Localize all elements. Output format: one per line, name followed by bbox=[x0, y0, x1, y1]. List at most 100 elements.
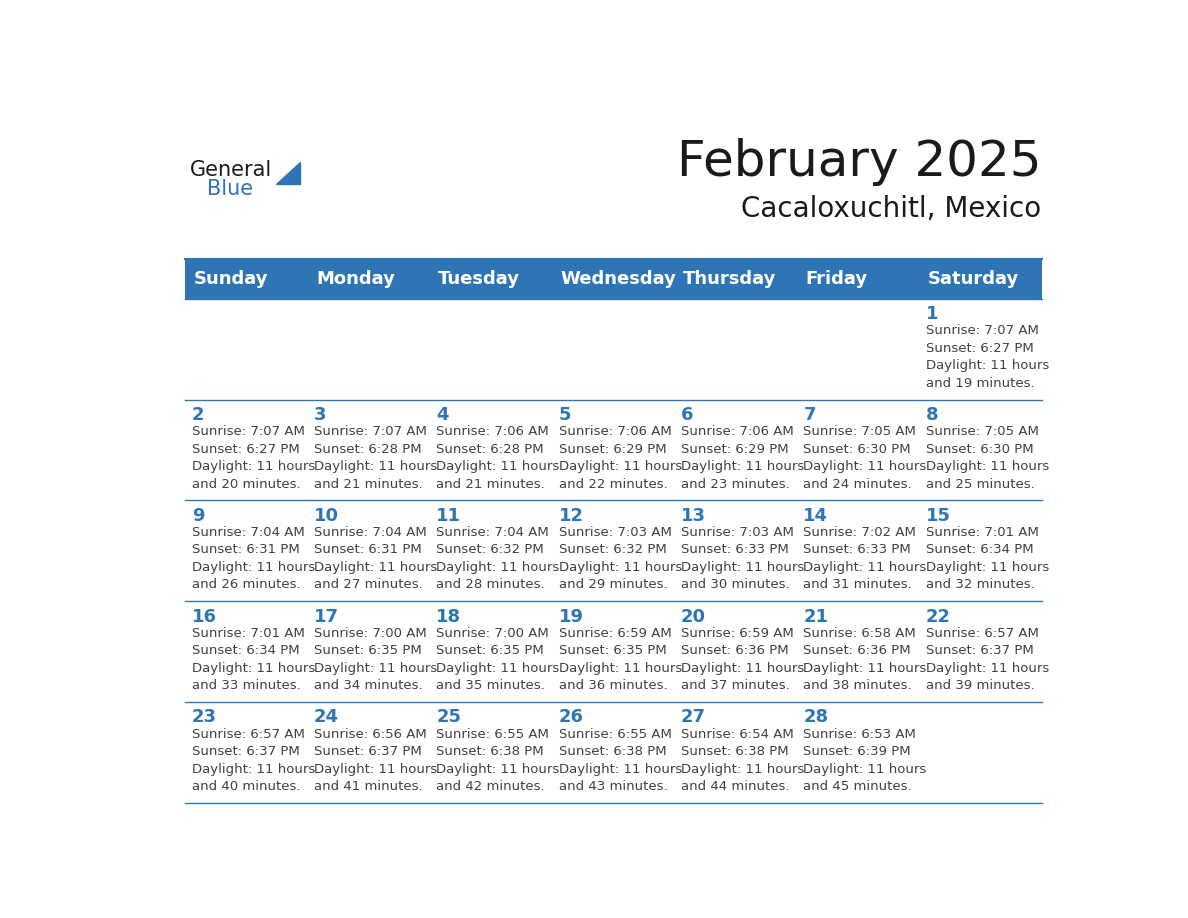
Text: 19: 19 bbox=[558, 608, 583, 626]
Text: 21: 21 bbox=[803, 608, 828, 626]
Text: Sunrise: 6:54 AM
Sunset: 6:38 PM
Daylight: 11 hours
and 44 minutes.: Sunrise: 6:54 AM Sunset: 6:38 PM Dayligh… bbox=[681, 728, 804, 793]
Text: Sunrise: 7:07 AM
Sunset: 6:27 PM
Daylight: 11 hours
and 20 minutes.: Sunrise: 7:07 AM Sunset: 6:27 PM Dayligh… bbox=[191, 425, 315, 490]
Bar bbox=[797, 500, 920, 601]
Bar bbox=[430, 500, 552, 601]
Text: Sunrise: 6:59 AM
Sunset: 6:35 PM
Daylight: 11 hours
and 36 minutes.: Sunrise: 6:59 AM Sunset: 6:35 PM Dayligh… bbox=[558, 627, 682, 692]
Text: 8: 8 bbox=[925, 406, 939, 424]
Bar bbox=[552, 399, 675, 500]
Text: 7: 7 bbox=[803, 406, 816, 424]
Text: 3: 3 bbox=[314, 406, 327, 424]
Text: 12: 12 bbox=[558, 507, 583, 525]
Text: General: General bbox=[190, 160, 272, 180]
Text: 25: 25 bbox=[436, 709, 461, 726]
Text: Sunrise: 7:00 AM
Sunset: 6:35 PM
Daylight: 11 hours
and 34 minutes.: Sunrise: 7:00 AM Sunset: 6:35 PM Dayligh… bbox=[314, 627, 437, 692]
Bar bbox=[552, 601, 675, 702]
Bar bbox=[430, 399, 552, 500]
Bar bbox=[430, 702, 552, 803]
Text: Sunrise: 7:07 AM
Sunset: 6:27 PM
Daylight: 11 hours
and 19 minutes.: Sunrise: 7:07 AM Sunset: 6:27 PM Dayligh… bbox=[925, 324, 1049, 390]
Bar bbox=[185, 259, 1042, 299]
Bar bbox=[920, 399, 1042, 500]
Text: Sunrise: 7:00 AM
Sunset: 6:35 PM
Daylight: 11 hours
and 35 minutes.: Sunrise: 7:00 AM Sunset: 6:35 PM Dayligh… bbox=[436, 627, 560, 692]
Text: Sunrise: 7:03 AM
Sunset: 6:33 PM
Daylight: 11 hours
and 30 minutes.: Sunrise: 7:03 AM Sunset: 6:33 PM Dayligh… bbox=[681, 526, 804, 591]
Text: 26: 26 bbox=[558, 709, 583, 726]
Text: Sunrise: 7:06 AM
Sunset: 6:29 PM
Daylight: 11 hours
and 22 minutes.: Sunrise: 7:06 AM Sunset: 6:29 PM Dayligh… bbox=[558, 425, 682, 490]
Bar bbox=[920, 299, 1042, 399]
Text: Sunrise: 6:57 AM
Sunset: 6:37 PM
Daylight: 11 hours
and 39 minutes.: Sunrise: 6:57 AM Sunset: 6:37 PM Dayligh… bbox=[925, 627, 1049, 692]
Text: 28: 28 bbox=[803, 709, 828, 726]
Text: Sunrise: 7:06 AM
Sunset: 6:28 PM
Daylight: 11 hours
and 21 minutes.: Sunrise: 7:06 AM Sunset: 6:28 PM Dayligh… bbox=[436, 425, 560, 490]
Bar bbox=[552, 702, 675, 803]
Text: Blue: Blue bbox=[207, 179, 253, 199]
Text: Sunrise: 6:58 AM
Sunset: 6:36 PM
Daylight: 11 hours
and 38 minutes.: Sunrise: 6:58 AM Sunset: 6:36 PM Dayligh… bbox=[803, 627, 927, 692]
Bar bbox=[430, 299, 552, 399]
Text: 27: 27 bbox=[681, 709, 706, 726]
Text: Sunrise: 6:53 AM
Sunset: 6:39 PM
Daylight: 11 hours
and 45 minutes.: Sunrise: 6:53 AM Sunset: 6:39 PM Dayligh… bbox=[803, 728, 927, 793]
Bar bbox=[185, 702, 308, 803]
Text: 1: 1 bbox=[925, 306, 939, 323]
Bar bbox=[797, 399, 920, 500]
Text: 11: 11 bbox=[436, 507, 461, 525]
Text: Sunrise: 7:02 AM
Sunset: 6:33 PM
Daylight: 11 hours
and 31 minutes.: Sunrise: 7:02 AM Sunset: 6:33 PM Dayligh… bbox=[803, 526, 927, 591]
Text: 13: 13 bbox=[681, 507, 706, 525]
Text: Saturday: Saturday bbox=[928, 270, 1019, 287]
Text: Sunrise: 7:06 AM
Sunset: 6:29 PM
Daylight: 11 hours
and 23 minutes.: Sunrise: 7:06 AM Sunset: 6:29 PM Dayligh… bbox=[681, 425, 804, 490]
Text: 18: 18 bbox=[436, 608, 462, 626]
Text: 23: 23 bbox=[191, 709, 216, 726]
Bar bbox=[675, 500, 797, 601]
Text: Sunrise: 7:01 AM
Sunset: 6:34 PM
Daylight: 11 hours
and 33 minutes.: Sunrise: 7:01 AM Sunset: 6:34 PM Dayligh… bbox=[191, 627, 315, 692]
Text: 10: 10 bbox=[314, 507, 339, 525]
Polygon shape bbox=[277, 162, 301, 184]
Text: 15: 15 bbox=[925, 507, 950, 525]
Bar bbox=[797, 299, 920, 399]
Text: Sunrise: 6:55 AM
Sunset: 6:38 PM
Daylight: 11 hours
and 42 minutes.: Sunrise: 6:55 AM Sunset: 6:38 PM Dayligh… bbox=[436, 728, 560, 793]
Text: Sunday: Sunday bbox=[194, 270, 268, 287]
Text: Thursday: Thursday bbox=[683, 270, 776, 287]
Text: 9: 9 bbox=[191, 507, 204, 525]
Bar bbox=[920, 500, 1042, 601]
Text: Sunrise: 7:01 AM
Sunset: 6:34 PM
Daylight: 11 hours
and 32 minutes.: Sunrise: 7:01 AM Sunset: 6:34 PM Dayligh… bbox=[925, 526, 1049, 591]
Text: Sunrise: 6:55 AM
Sunset: 6:38 PM
Daylight: 11 hours
and 43 minutes.: Sunrise: 6:55 AM Sunset: 6:38 PM Dayligh… bbox=[558, 728, 682, 793]
Text: 17: 17 bbox=[314, 608, 339, 626]
Text: 5: 5 bbox=[558, 406, 571, 424]
Bar bbox=[675, 299, 797, 399]
Bar bbox=[797, 601, 920, 702]
Bar bbox=[308, 399, 430, 500]
Text: Sunrise: 7:04 AM
Sunset: 6:32 PM
Daylight: 11 hours
and 28 minutes.: Sunrise: 7:04 AM Sunset: 6:32 PM Dayligh… bbox=[436, 526, 560, 591]
Text: Sunrise: 7:03 AM
Sunset: 6:32 PM
Daylight: 11 hours
and 29 minutes.: Sunrise: 7:03 AM Sunset: 6:32 PM Dayligh… bbox=[558, 526, 682, 591]
Text: Wednesday: Wednesday bbox=[561, 270, 676, 287]
Text: Sunrise: 7:05 AM
Sunset: 6:30 PM
Daylight: 11 hours
and 25 minutes.: Sunrise: 7:05 AM Sunset: 6:30 PM Dayligh… bbox=[925, 425, 1049, 490]
Text: Sunrise: 7:05 AM
Sunset: 6:30 PM
Daylight: 11 hours
and 24 minutes.: Sunrise: 7:05 AM Sunset: 6:30 PM Dayligh… bbox=[803, 425, 927, 490]
Bar bbox=[308, 702, 430, 803]
Text: 6: 6 bbox=[681, 406, 694, 424]
Text: February 2025: February 2025 bbox=[677, 139, 1042, 186]
Text: Monday: Monday bbox=[316, 270, 394, 287]
Bar bbox=[185, 399, 308, 500]
Bar bbox=[675, 702, 797, 803]
Bar bbox=[308, 299, 430, 399]
Text: 24: 24 bbox=[314, 709, 339, 726]
Bar bbox=[675, 601, 797, 702]
Text: Sunrise: 7:04 AM
Sunset: 6:31 PM
Daylight: 11 hours
and 26 minutes.: Sunrise: 7:04 AM Sunset: 6:31 PM Dayligh… bbox=[191, 526, 315, 591]
Text: Sunrise: 6:59 AM
Sunset: 6:36 PM
Daylight: 11 hours
and 37 minutes.: Sunrise: 6:59 AM Sunset: 6:36 PM Dayligh… bbox=[681, 627, 804, 692]
Bar bbox=[920, 702, 1042, 803]
Text: Sunrise: 7:04 AM
Sunset: 6:31 PM
Daylight: 11 hours
and 27 minutes.: Sunrise: 7:04 AM Sunset: 6:31 PM Dayligh… bbox=[314, 526, 437, 591]
Bar bbox=[797, 702, 920, 803]
Bar bbox=[675, 399, 797, 500]
Text: Friday: Friday bbox=[805, 270, 867, 287]
Text: Cacaloxuchitl, Mexico: Cacaloxuchitl, Mexico bbox=[741, 195, 1042, 223]
Bar bbox=[552, 500, 675, 601]
Text: 4: 4 bbox=[436, 406, 449, 424]
Bar bbox=[185, 299, 308, 399]
Bar bbox=[430, 601, 552, 702]
Text: 2: 2 bbox=[191, 406, 204, 424]
Text: Sunrise: 6:57 AM
Sunset: 6:37 PM
Daylight: 11 hours
and 40 minutes.: Sunrise: 6:57 AM Sunset: 6:37 PM Dayligh… bbox=[191, 728, 315, 793]
Text: Sunrise: 6:56 AM
Sunset: 6:37 PM
Daylight: 11 hours
and 41 minutes.: Sunrise: 6:56 AM Sunset: 6:37 PM Dayligh… bbox=[314, 728, 437, 793]
Bar bbox=[308, 500, 430, 601]
Text: 22: 22 bbox=[925, 608, 950, 626]
Text: 20: 20 bbox=[681, 608, 706, 626]
Bar bbox=[552, 299, 675, 399]
Bar bbox=[185, 500, 308, 601]
Text: Sunrise: 7:07 AM
Sunset: 6:28 PM
Daylight: 11 hours
and 21 minutes.: Sunrise: 7:07 AM Sunset: 6:28 PM Dayligh… bbox=[314, 425, 437, 490]
Text: 16: 16 bbox=[191, 608, 216, 626]
Bar bbox=[920, 601, 1042, 702]
